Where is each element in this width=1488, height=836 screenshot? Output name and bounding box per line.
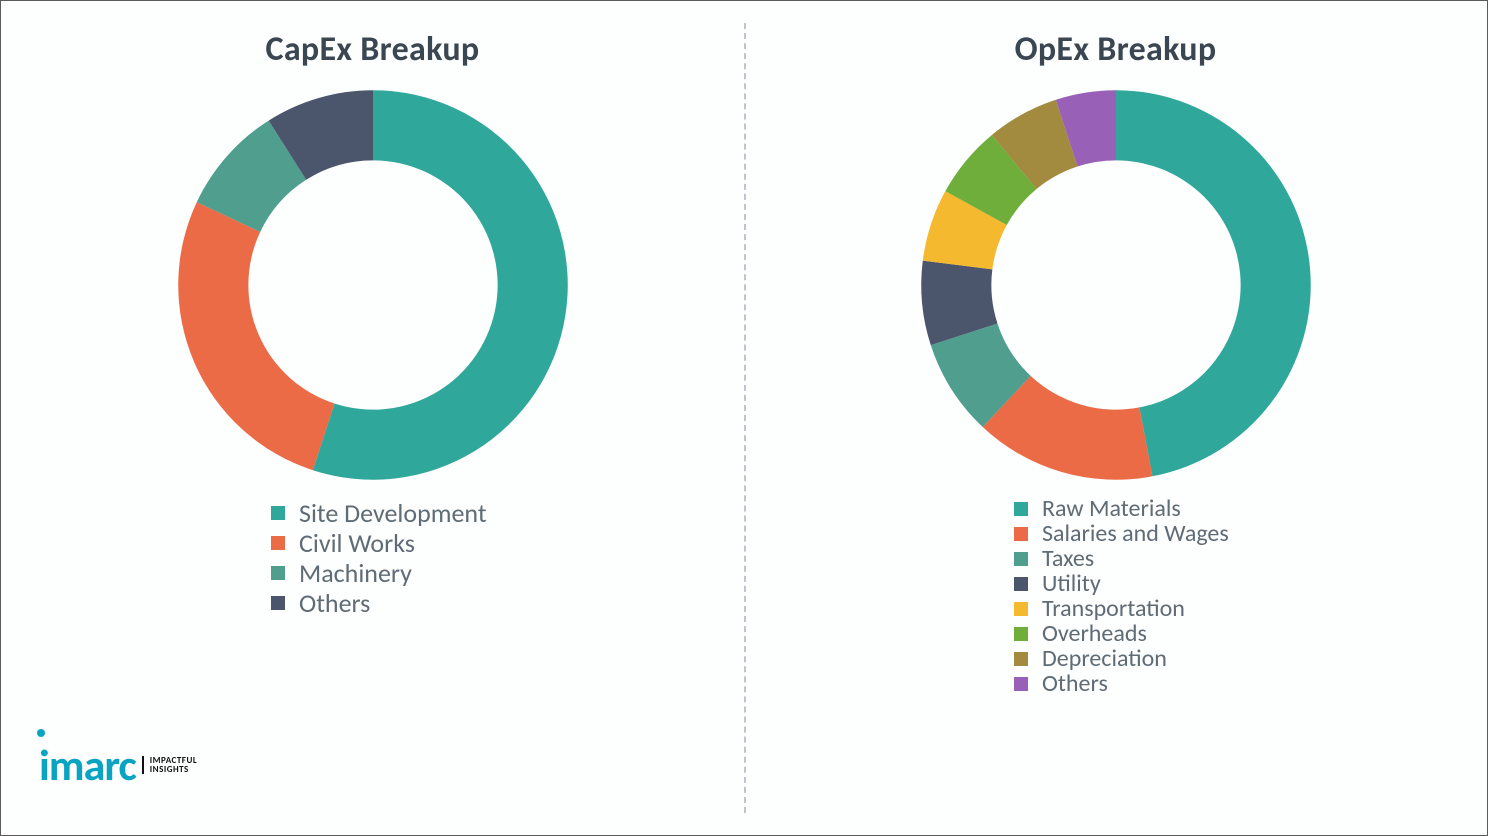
capex-legend-swatch-1: [271, 536, 285, 550]
opex-legend-item-2: Taxes: [1014, 547, 1229, 571]
capex-legend: Site Development Civil Works Machinery Othe…: [271, 496, 487, 620]
opex-slice-0: [1116, 90, 1311, 476]
opex-legend-swatch-3: [1014, 577, 1028, 591]
capex-legend-swatch-3: [271, 596, 285, 610]
opex-legend-label-2: Taxes: [1042, 547, 1094, 571]
capex-legend-item-1: Civil Works: [271, 530, 487, 556]
opex-legend-item-5: Overheads: [1014, 622, 1229, 646]
logo-tagline: IMPACTFUL INSIGHTS: [142, 756, 197, 775]
opex-title: OpEx Breakup: [1015, 29, 1217, 70]
capex-title: CapEx Breakup: [266, 29, 480, 70]
capex-slice-1: [178, 202, 334, 470]
capex-legend-label-3: Others: [299, 590, 370, 616]
logo-text: imarc: [39, 738, 136, 792]
logo-wordmark: imarc: [39, 743, 136, 787]
capex-panel: CapEx Breakup Site Development Civil Work…: [1, 1, 744, 835]
opex-legend-swatch-7: [1014, 677, 1028, 691]
opex-legend-swatch-1: [1014, 527, 1028, 541]
logo-dot-icon: [37, 729, 45, 737]
opex-legend: Raw MaterialsSalaries and WagesTaxesUtil…: [1014, 496, 1229, 697]
opex-panel: OpEx Breakup Raw MaterialsSalaries and W…: [744, 1, 1487, 835]
opex-legend-label-1: Salaries and Wages: [1042, 522, 1229, 546]
opex-legend-label-5: Overheads: [1042, 622, 1147, 646]
capex-legend-label-1: Civil Works: [299, 530, 415, 556]
capex-legend-swatch-2: [271, 566, 285, 580]
opex-legend-swatch-0: [1014, 502, 1028, 516]
opex-legend-item-1: Salaries and Wages: [1014, 522, 1229, 546]
opex-legend-swatch-5: [1014, 627, 1028, 641]
opex-legend-label-6: Depreciation: [1042, 647, 1167, 671]
capex-legend-item-0: Site Development: [271, 500, 487, 526]
opex-legend-swatch-4: [1014, 602, 1028, 616]
opex-legend-label-3: Utility: [1042, 572, 1101, 596]
capex-donut-svg: [168, 80, 578, 490]
opex-legend-swatch-2: [1014, 552, 1028, 566]
opex-legend-item-7: Others: [1014, 672, 1229, 696]
opex-legend-item-3: Utility: [1014, 572, 1229, 596]
opex-legend-label-7: Others: [1042, 672, 1108, 696]
capex-donut-chart: [168, 80, 578, 490]
opex-donut-svg: [911, 80, 1321, 490]
capex-legend-label-2: Machinery: [299, 560, 412, 586]
opex-legend-swatch-6: [1014, 652, 1028, 666]
capex-legend-item-2: Machinery: [271, 560, 487, 586]
opex-legend-item-0: Raw Materials: [1014, 497, 1229, 521]
capex-legend-swatch-0: [271, 506, 285, 520]
capex-legend-label-0: Site Development: [299, 500, 487, 526]
opex-legend-label-0: Raw Materials: [1042, 497, 1181, 521]
logo-tag-line2: INSIGHTS: [150, 765, 197, 774]
imarc-logo: imarc IMPACTFUL INSIGHTS: [39, 743, 197, 787]
report-frame: CapEx Breakup Site Development Civil Work…: [0, 0, 1488, 836]
opex-donut-chart: [911, 80, 1321, 490]
opex-legend-item-6: Depreciation: [1014, 647, 1229, 671]
opex-legend-item-4: Transportation: [1014, 597, 1229, 621]
opex-legend-label-4: Transportation: [1042, 597, 1185, 621]
capex-legend-item-3: Others: [271, 590, 487, 616]
